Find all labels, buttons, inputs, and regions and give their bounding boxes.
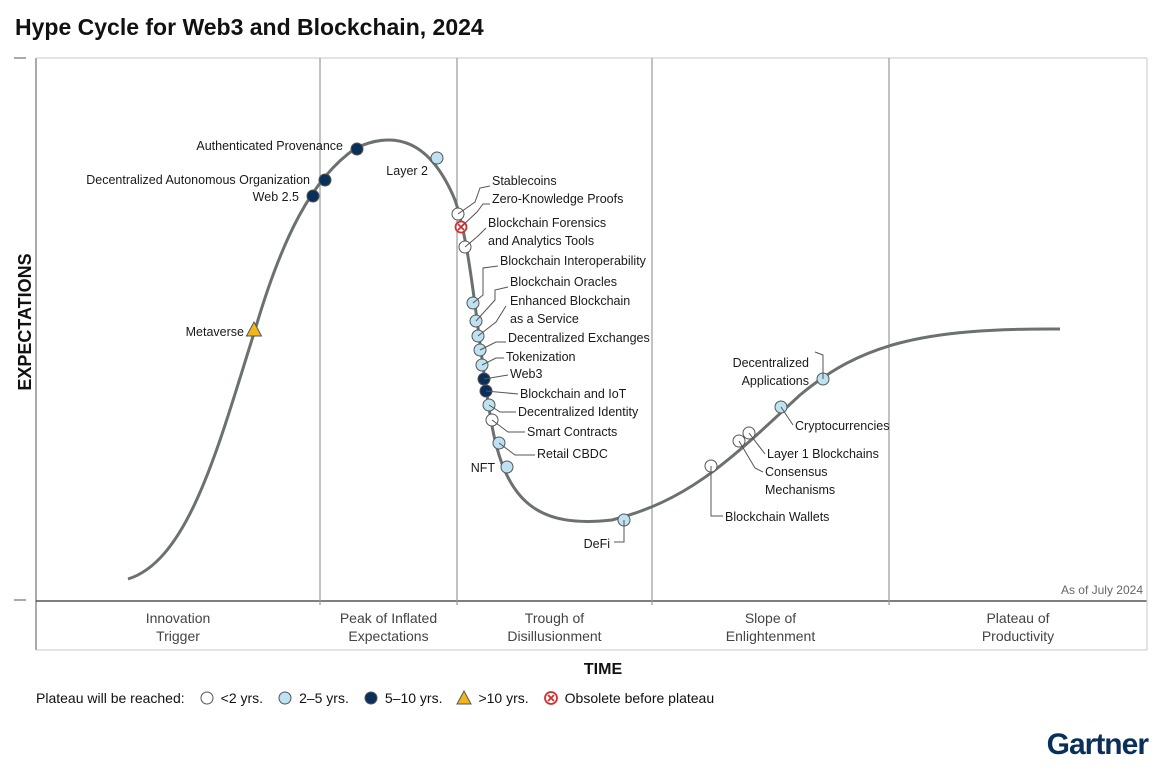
legend-item-label: >10 yrs. — [478, 690, 529, 706]
leader-line — [488, 404, 516, 413]
marker-circle — [430, 151, 444, 165]
page-title: Hype Cycle for Web3 and Blockchain, 2024 — [15, 14, 484, 40]
x-axis-title: TIME — [584, 661, 623, 678]
technology-label: Decentralized Identity — [518, 405, 639, 419]
leader-line — [498, 442, 535, 456]
technology-label: Blockchain and IoT — [520, 387, 627, 401]
leader-line — [479, 341, 506, 351]
technology-label: Consensus — [765, 465, 828, 479]
technology-label: Enhanced Blockchain — [510, 294, 630, 308]
as-of-note: As of July 2024 — [1061, 583, 1143, 597]
marker-circle — [318, 173, 332, 187]
phase-label: Trough of — [525, 610, 585, 626]
technology-label: Layer 1 Blockchains — [767, 447, 879, 461]
technology-label: Decentralized Exchanges — [508, 331, 650, 345]
technology-label: Tokenization — [506, 350, 576, 364]
technology-label: Retail CBDC — [537, 447, 608, 461]
technology-label: NFT — [471, 461, 496, 475]
technology-label: Smart Contracts — [527, 425, 617, 439]
technology-label: Blockchain Wallets — [725, 510, 829, 524]
gartner-logo: Gartner — [1046, 728, 1149, 761]
legend-item: 5–10 yrs. — [363, 690, 443, 706]
leader-line — [464, 227, 487, 248]
leader-line — [475, 286, 509, 322]
technology-label: Decentralized — [733, 356, 809, 370]
leader-line — [780, 406, 794, 426]
technology-label: Web 2.5 — [253, 190, 299, 204]
marker-circle — [306, 189, 320, 203]
phase-label: Enlightenment — [726, 628, 816, 644]
leader-line — [477, 305, 507, 337]
phase-label: Trigger — [156, 628, 200, 644]
technology-label: Stablecoins — [492, 174, 557, 188]
phase-label: Innovation — [146, 610, 211, 626]
hype-cycle-chart: Innovation Trigger Peak of Inflated Expecta… — [14, 57, 1148, 678]
phase-label: Slope of — [745, 610, 796, 626]
technology-label: Blockchain Forensics — [488, 216, 606, 230]
leader-line — [614, 520, 625, 543]
legend-item-label: 5–10 yrs. — [384, 690, 443, 706]
technology-label: Blockchain Oracles — [510, 275, 617, 289]
legend-swatch — [278, 691, 292, 705]
leader-line — [491, 419, 525, 433]
legend-swatch — [364, 691, 378, 705]
technology-label: Applications — [742, 374, 809, 388]
leader-line — [710, 466, 723, 517]
leader-line — [738, 440, 764, 473]
y-axis-title: EXPECTATIONS — [15, 253, 35, 390]
technology-label: as a Service — [510, 312, 579, 326]
legend-swatch — [456, 690, 473, 705]
legend-item: 2–5 yrs. — [277, 690, 349, 706]
legend-item: Obsolete before plateau — [543, 690, 714, 706]
leader-line — [748, 432, 766, 455]
legend-item: >10 yrs. — [456, 690, 529, 706]
technology-label: Blockchain Interoperability — [500, 254, 647, 268]
technology-label: Metaverse — [186, 325, 244, 339]
marker-triangle — [245, 320, 263, 337]
legend-swatch — [200, 691, 214, 705]
leader-line — [481, 357, 504, 366]
technology-label: Decentralized Autonomous Organization — [86, 173, 310, 187]
marker-circle — [500, 460, 514, 474]
legend-item-label: <2 yrs. — [220, 690, 264, 706]
legend-label: Plateau will be reached: — [36, 690, 185, 706]
legend-item: <2 yrs. — [199, 690, 263, 706]
legend: Plateau will be reached: <2 yrs. 2–5 yrs.… — [36, 690, 714, 706]
leader-line — [460, 203, 490, 228]
phase-label: Productivity — [982, 628, 1054, 644]
phase-label: Peak of Inflated — [340, 610, 437, 626]
legend-item-label: 2–5 yrs. — [299, 690, 349, 706]
technology-label: Authenticated Provenance — [196, 139, 343, 153]
leader-line — [485, 390, 519, 395]
leader-line — [814, 351, 824, 379]
technology-label: Layer 2 — [386, 164, 428, 178]
technology-label: Mechanisms — [765, 483, 835, 497]
phase-label: Disillusionment — [507, 628, 601, 644]
leader-line — [457, 185, 491, 215]
legend-item-label: Obsolete before plateau — [564, 690, 715, 706]
leader-line — [483, 374, 509, 380]
legend-swatch — [543, 691, 558, 705]
technology-label: and Analytics Tools — [488, 234, 594, 248]
phase-label: Plateau of — [986, 610, 1049, 626]
technology-label: Zero-Knowledge Proofs — [492, 192, 623, 206]
technology-label: Web3 — [510, 367, 542, 381]
technology-label: DeFi — [584, 537, 610, 551]
technology-label: Cryptocurrencies — [795, 419, 889, 433]
leader-line — [472, 265, 499, 304]
marker-circle — [350, 142, 364, 156]
phase-label: Expectations — [348, 628, 428, 644]
